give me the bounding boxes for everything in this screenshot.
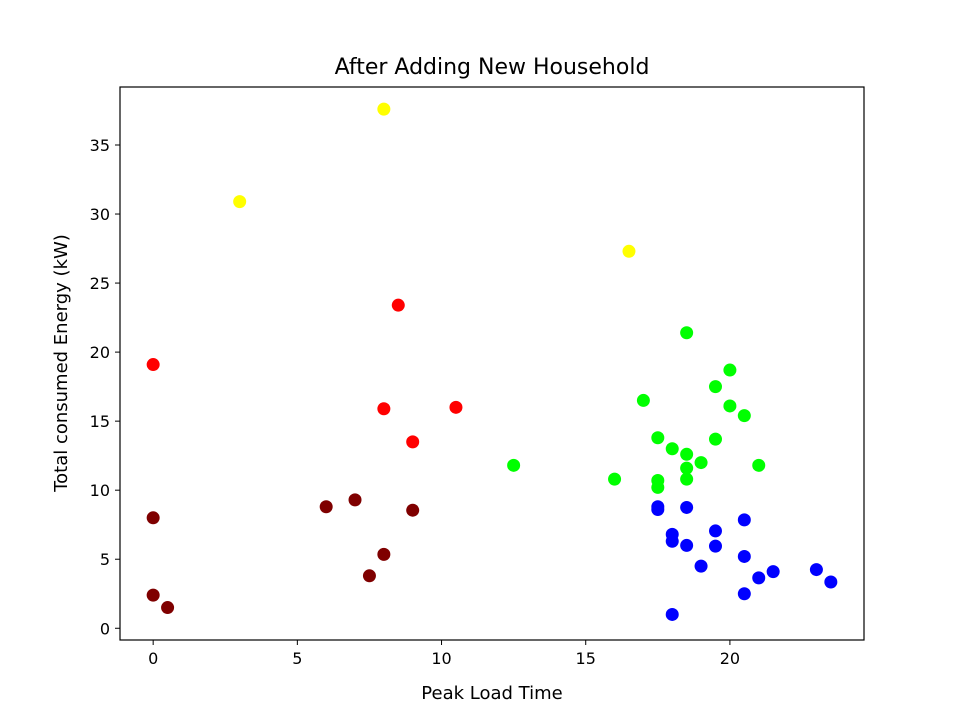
- data-point: [809, 563, 823, 577]
- y-tick-label: 15: [90, 412, 110, 431]
- y-tick-label: 35: [90, 136, 110, 155]
- y-tick-label: 20: [90, 343, 110, 362]
- data-point: [694, 456, 708, 470]
- x-axis-label: Peak Load Time: [421, 683, 562, 704]
- data-point: [608, 472, 622, 486]
- data-point: [708, 380, 722, 394]
- x-tick-label: 15: [576, 649, 596, 668]
- data-point: [737, 409, 751, 423]
- data-point: [377, 102, 391, 116]
- data-point: [665, 607, 679, 621]
- data-point: [377, 402, 391, 416]
- data-point: [146, 588, 160, 602]
- data-point: [391, 298, 405, 312]
- data-point: [766, 565, 780, 579]
- y-tick-label: 5: [100, 550, 110, 569]
- data-point: [348, 493, 362, 507]
- data-point: [737, 587, 751, 601]
- data-point: [708, 524, 722, 538]
- data-point: [146, 511, 160, 525]
- data-point: [737, 549, 751, 563]
- data-point: [622, 244, 636, 258]
- plot-frame: [119, 86, 865, 641]
- y-axis: 0 5 10 15 20 25 30 35: [90, 136, 120, 638]
- y-tick-label: 30: [90, 205, 110, 224]
- data-point: [449, 400, 463, 414]
- data-point: [665, 442, 679, 456]
- data-point: [708, 539, 722, 553]
- data-point: [680, 538, 694, 552]
- y-axis-label: Total consumed Energy (kW): [51, 234, 72, 493]
- y-tick-label: 0: [100, 619, 110, 638]
- data-point: [233, 195, 247, 209]
- x-axis: 0 5 10 15 20: [148, 640, 740, 668]
- plot-area: [119, 86, 865, 641]
- data-point: [406, 503, 420, 517]
- data-point: [680, 461, 694, 475]
- data-point: [362, 569, 376, 583]
- data-point: [752, 571, 766, 585]
- data-point: [651, 503, 665, 517]
- data-point: [824, 575, 838, 589]
- data-point: [737, 513, 751, 527]
- data-point: [665, 534, 679, 548]
- data-point: [161, 601, 175, 615]
- data-point: [723, 363, 737, 377]
- x-tick-label: 20: [720, 649, 740, 668]
- data-point: [680, 472, 694, 486]
- data-points: [146, 102, 838, 621]
- y-tick-label: 10: [90, 481, 110, 500]
- data-point: [694, 559, 708, 573]
- data-point: [752, 458, 766, 472]
- chart-title: After Adding New Household: [335, 55, 650, 80]
- data-point: [708, 432, 722, 446]
- x-tick-label: 10: [431, 649, 451, 668]
- x-tick-label: 5: [292, 649, 302, 668]
- data-point: [680, 447, 694, 461]
- data-point: [146, 358, 160, 372]
- data-point: [680, 500, 694, 514]
- data-point: [723, 399, 737, 413]
- data-point: [319, 500, 333, 514]
- data-point: [636, 393, 650, 407]
- data-point: [680, 326, 694, 340]
- data-point: [651, 431, 665, 445]
- data-point: [377, 547, 391, 561]
- data-point: [507, 458, 521, 472]
- y-tick-label: 25: [90, 274, 110, 293]
- data-point: [406, 435, 420, 449]
- x-tick-label: 0: [148, 649, 158, 668]
- data-point: [651, 480, 665, 494]
